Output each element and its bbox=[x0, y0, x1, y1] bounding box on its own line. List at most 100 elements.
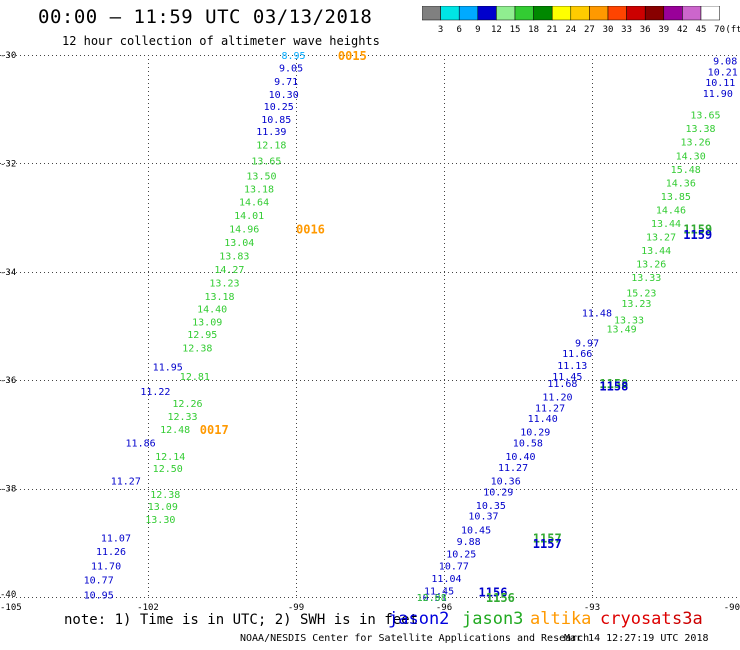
data-label-jason2: 10.30 bbox=[269, 90, 299, 101]
data-label-jason3: 14.96 bbox=[229, 224, 259, 235]
data-label-jason3: 13.44 bbox=[651, 219, 681, 230]
data-label-jason3: 14.36 bbox=[666, 178, 696, 189]
color-scale-label: 30 bbox=[603, 25, 614, 35]
time-label: 1157 bbox=[533, 531, 562, 545]
data-label-jason2: 10.11 bbox=[705, 78, 735, 89]
time-label: 1156 bbox=[479, 586, 508, 600]
x-tick-label: -105 bbox=[0, 603, 22, 613]
y-tick-label: -38 bbox=[0, 485, 16, 495]
data-label-jason3: 13.23 bbox=[621, 299, 651, 310]
x-tick-label: -102 bbox=[137, 603, 159, 613]
x-tick-label: -99 bbox=[288, 603, 304, 613]
data-label-jason3: 12.95 bbox=[187, 330, 217, 341]
time-label: 1157 bbox=[533, 537, 562, 551]
color-scale-label: 12 bbox=[491, 25, 502, 35]
data-label-jason2: 11.95 bbox=[153, 363, 183, 374]
data-label-jason2: 10.51 bbox=[417, 593, 447, 604]
credit-line: NOAA/NESDIS Center for Satellite Applica… bbox=[240, 633, 590, 644]
data-label-jason2: 11.40 bbox=[528, 414, 558, 425]
color-scale-label: 36 bbox=[640, 25, 651, 35]
data-label-jason3: 14.01 bbox=[234, 211, 264, 222]
color-scale-label: 6 bbox=[456, 25, 461, 35]
y-tick-label: -32 bbox=[0, 159, 16, 169]
data-label-jason2: 11.45 bbox=[424, 586, 454, 597]
data-label-jason2: 10.58 bbox=[513, 439, 543, 450]
data-label-jason2: 10.85 bbox=[261, 115, 291, 126]
data-label-jason3: 12.81 bbox=[180, 372, 210, 383]
data-label-jason2: 10.21 bbox=[708, 67, 738, 78]
x-tick-label: -96 bbox=[436, 603, 452, 613]
data-label-jason2: 11.70 bbox=[91, 562, 121, 573]
data-label-jason2: 11.27 bbox=[535, 403, 565, 414]
legend-jason2: jason2 bbox=[388, 609, 450, 629]
color-scale-label: 9 bbox=[475, 25, 480, 35]
data-label-jason3: 14.40 bbox=[197, 305, 227, 316]
time-label: 1159 bbox=[683, 222, 712, 236]
y-tick-label: -30 bbox=[0, 51, 16, 61]
data-label-jason3: 13.85 bbox=[661, 192, 691, 203]
data-label-jason2: 10.29 bbox=[483, 487, 513, 498]
color-scale-label: 45 bbox=[696, 25, 707, 35]
data-label-jason2: 11.27 bbox=[498, 463, 528, 474]
x-tick-label: -90 bbox=[724, 603, 740, 613]
y-tick-label: -34 bbox=[0, 268, 16, 278]
time-label: 1158 bbox=[599, 380, 628, 394]
y-tick-label: -36 bbox=[0, 376, 16, 386]
data-label-jason3: 14.64 bbox=[239, 197, 269, 208]
data-label-jason2: 10.95 bbox=[84, 590, 114, 601]
color-scale-label: 15 bbox=[510, 25, 521, 35]
data-label-jason3: 12.38 bbox=[150, 490, 180, 501]
color-scale-label: 39 bbox=[658, 25, 669, 35]
data-label-jason3: 14.27 bbox=[214, 265, 244, 276]
time-label: 0016 bbox=[296, 222, 325, 236]
time-label: 0017 bbox=[200, 423, 229, 437]
data-label-jason3: 13.33 bbox=[631, 273, 661, 284]
color-scale-label: 33 bbox=[621, 25, 632, 35]
data-label-jason2: 10.77 bbox=[84, 576, 114, 587]
data-label-jason3: 12.50 bbox=[153, 464, 183, 475]
data-label-jason3: 13.30 bbox=[145, 515, 175, 526]
legend-altika: altika bbox=[530, 609, 592, 629]
units-note: note: 1) Time is in UTC; 2) SWH is in fe… bbox=[64, 612, 419, 628]
data-label-jason2: 9.88 bbox=[457, 537, 481, 548]
color-scale-label: (ft) bbox=[725, 25, 740, 35]
data-label-jason3: 13.27 bbox=[646, 233, 676, 244]
legend-s3a: s3a bbox=[672, 609, 703, 629]
data-label-jason3: 13.04 bbox=[224, 238, 254, 249]
data-label-jason2: 11.20 bbox=[542, 392, 572, 403]
data-label-jason3: 13.09 bbox=[148, 502, 178, 513]
data-label-jason2: 10.37 bbox=[468, 512, 498, 523]
data-label-jason3: 13.65 bbox=[690, 111, 720, 122]
data-label-jason2: 10.40 bbox=[505, 452, 535, 463]
data-label-jason2: 11.68 bbox=[547, 379, 577, 390]
data-label-jason3: 13.65 bbox=[251, 157, 281, 168]
data-label-jason2: 11.26 bbox=[96, 547, 126, 558]
data-label-jason3: 12.33 bbox=[167, 412, 197, 423]
data-label-jason2: 9.08 bbox=[713, 56, 737, 67]
data-label-jason2: 10.35 bbox=[476, 501, 506, 512]
data-label-jason2: 10.36 bbox=[491, 476, 521, 487]
data-label-jason2: 11.86 bbox=[126, 439, 156, 450]
data-label-jason3: 13.09 bbox=[192, 318, 222, 329]
data-label-jason3: 14.46 bbox=[656, 205, 686, 216]
data-label-jason3: 12.26 bbox=[172, 399, 202, 410]
data-label-jason3: 15.48 bbox=[671, 165, 701, 176]
x-tick-label: -93 bbox=[584, 603, 600, 613]
data-label-jason3: 13.49 bbox=[607, 325, 637, 336]
color-scale-label: 21 bbox=[547, 25, 558, 35]
data-label-jason2: 11.90 bbox=[703, 89, 733, 100]
data-label-jason2: 11.07 bbox=[101, 533, 131, 544]
data-label-jason2: 11.04 bbox=[431, 574, 461, 585]
data-label-jason3: 13.26 bbox=[681, 138, 711, 149]
data-label-jason3: 15.23 bbox=[626, 288, 656, 299]
data-label-jason2: 11.39 bbox=[256, 127, 286, 138]
color-scale-label: 3 bbox=[438, 25, 443, 35]
data-label-jason3: 13.26 bbox=[636, 260, 666, 271]
color-swatch bbox=[700, 6, 720, 21]
data-label-jason3: 13.18 bbox=[244, 184, 274, 195]
color-scale-label: 24 bbox=[565, 25, 576, 35]
color-scale-label: 70 bbox=[714, 25, 725, 35]
data-label-jason3: 13.83 bbox=[219, 252, 249, 263]
